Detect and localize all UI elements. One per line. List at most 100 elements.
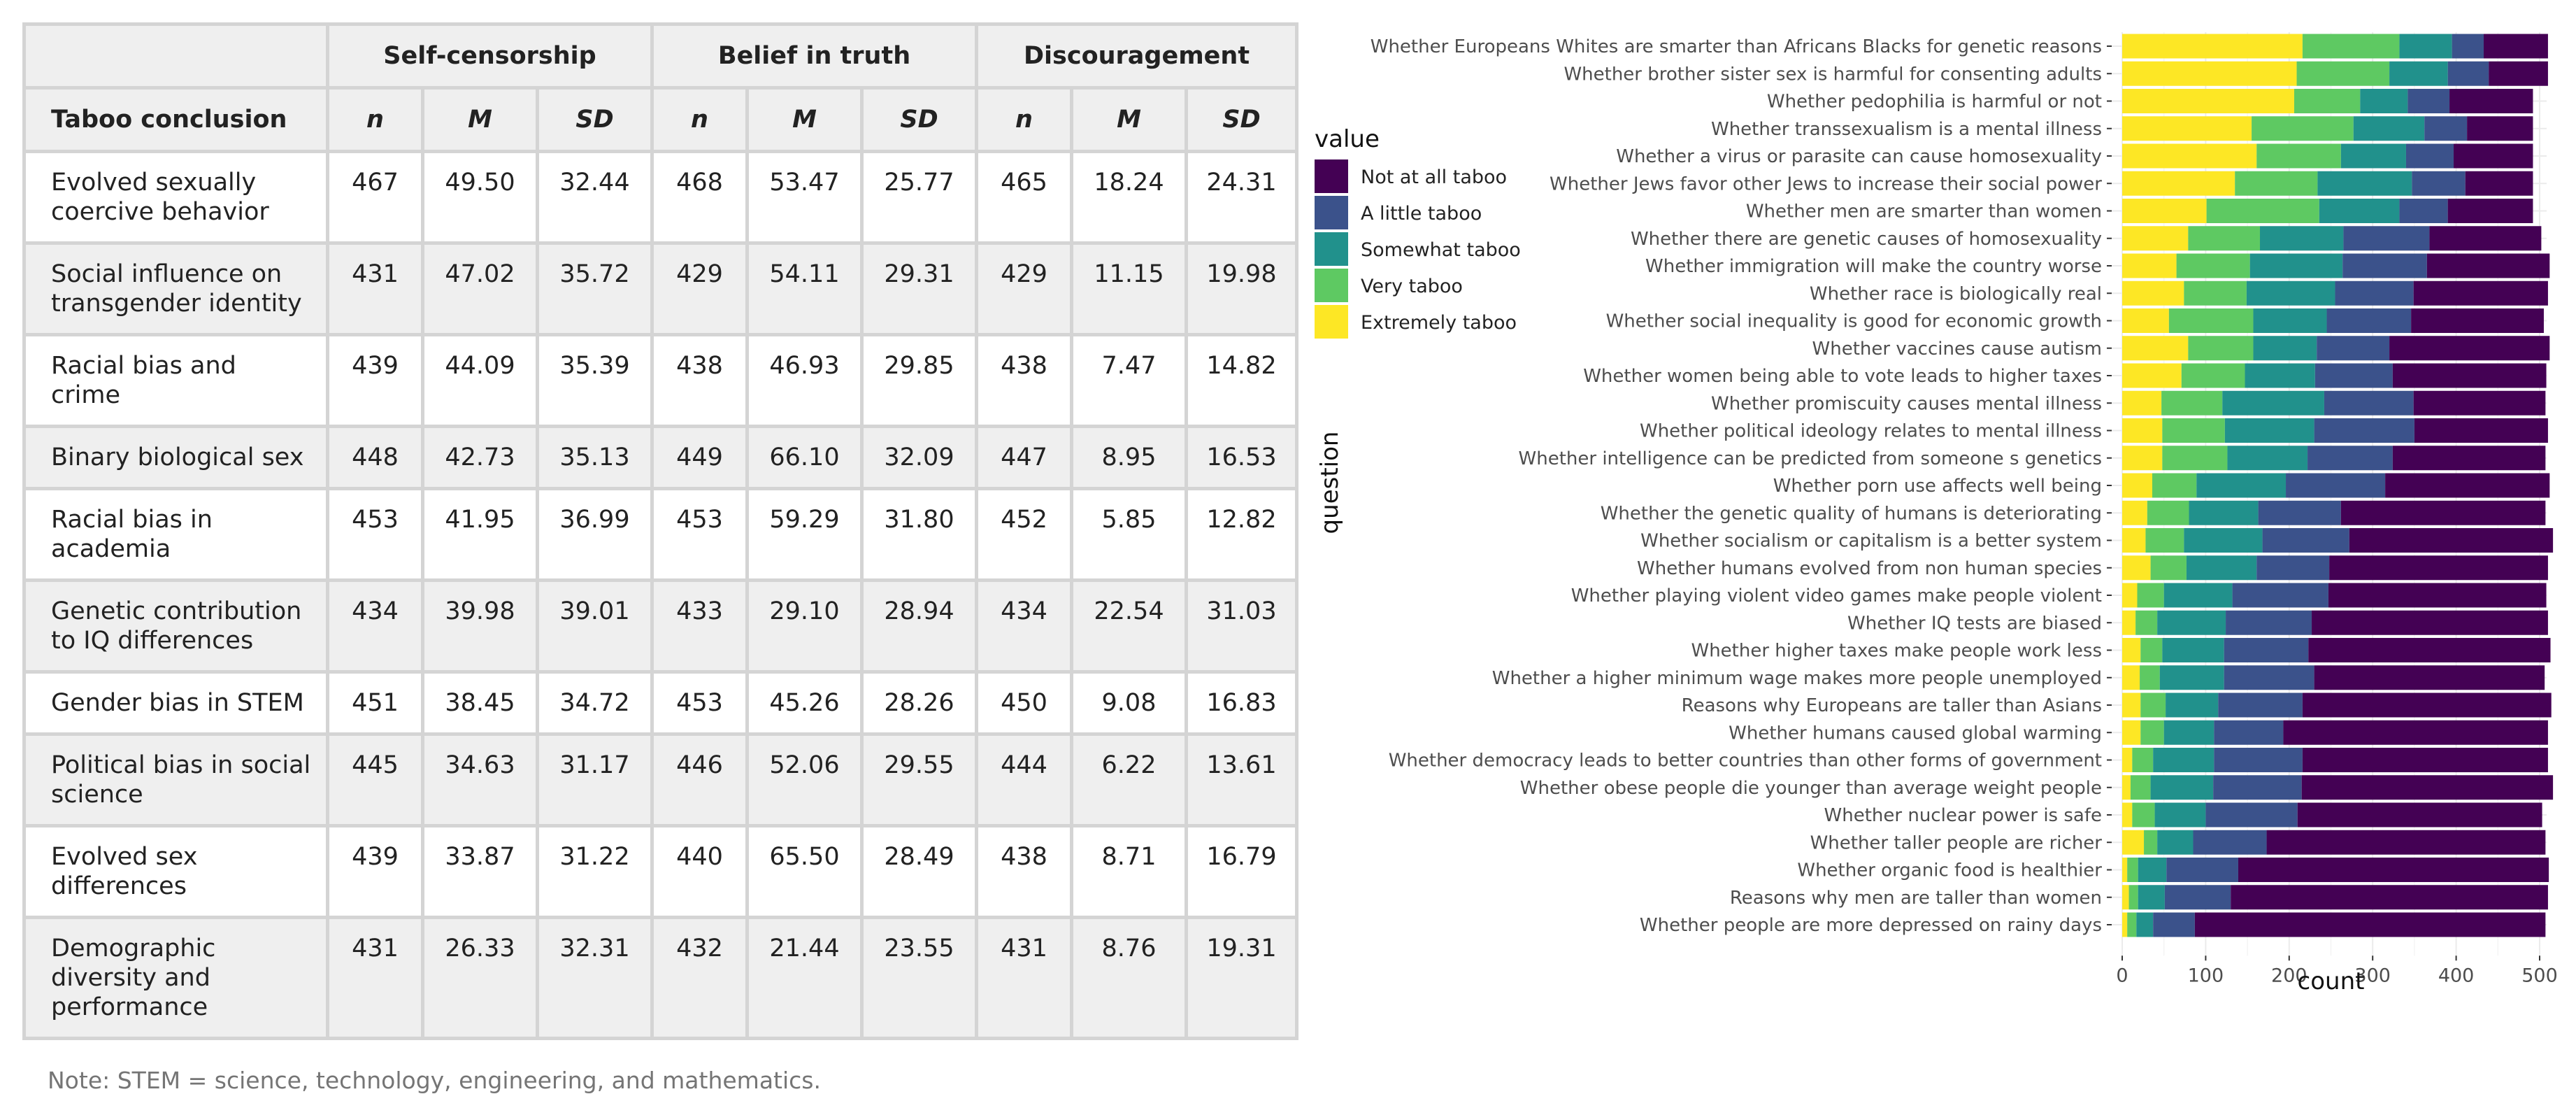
- bar-segment-a-little-taboo: [2213, 775, 2302, 800]
- bar-segment-extremely-taboo: [2122, 748, 2133, 772]
- y-tick-label: Whether vaccines cause autism: [1812, 339, 2102, 360]
- y-tick-label: Whether promiscuity causes mental illnes…: [1711, 393, 2102, 414]
- y-tick-label: Whether race is biologically real: [1810, 283, 2102, 304]
- bar-segment-not-at-all-taboo: [2449, 89, 2533, 113]
- bar-segment-very-taboo: [2140, 638, 2163, 662]
- y-tick-label: Whether the genetic quality of humans is…: [1601, 503, 2102, 524]
- row-label: Racial bias and crime: [22, 333, 329, 428]
- x-tick-label: 400: [2438, 965, 2475, 986]
- table-row: Evolved sex differences 439 33.87 31.22 440 6…: [22, 824, 1298, 919]
- table-cell: 31.03: [1185, 578, 1298, 674]
- table-cell: 66.10: [745, 425, 864, 490]
- y-tick-label: Whether people are more depressed on rai…: [1640, 915, 2102, 936]
- bar-segment-very-taboo: [2235, 171, 2318, 196]
- table-row: Demographic diversity and performance 431…: [22, 916, 1298, 1040]
- table-cell: 438: [650, 333, 749, 428]
- x-tick-label: 200: [2271, 965, 2307, 986]
- table-cell: 448: [326, 425, 424, 490]
- x-axis-title: count: [2298, 967, 2365, 995]
- bar-segment-not-at-all-taboo: [2301, 775, 2554, 800]
- bar-segment-a-little-taboo: [2399, 199, 2448, 223]
- table-cell: 65.50: [745, 824, 864, 919]
- bar-segment-somewhat-taboo: [2136, 912, 2154, 937]
- bar-segment-extremely-taboo: [2122, 253, 2177, 278]
- table-cell: 16.83: [1185, 670, 1298, 736]
- bar-segment-very-taboo: [2128, 885, 2138, 910]
- bar-segment-not-at-all-taboo: [2389, 336, 2550, 361]
- bar-segment-a-little-taboo: [2343, 226, 2430, 251]
- bar-segment-extremely-taboo: [2122, 610, 2136, 635]
- bar-segment-a-little-taboo: [2256, 555, 2330, 581]
- table-cell: 446: [650, 732, 749, 827]
- y-axis-title: question: [1316, 432, 1344, 534]
- table-cell: 31.17: [536, 732, 654, 827]
- bar-segment-somewhat-taboo: [2153, 748, 2214, 772]
- x-tick-label: 100: [2188, 965, 2224, 986]
- y-tick-label: Whether intelligence can be predicted fr…: [1519, 448, 2102, 469]
- bar-segment-not-at-all-taboo: [2302, 748, 2548, 772]
- stat-header: SD: [536, 86, 654, 153]
- bar-segment-a-little-taboo: [2205, 802, 2298, 827]
- table-cell: 29.10: [745, 578, 864, 674]
- table-cell: 34.72: [536, 670, 654, 736]
- table-cell: 19.31: [1185, 916, 1298, 1040]
- bar-segment-somewhat-taboo: [2224, 418, 2314, 443]
- table-cell: 431: [326, 916, 424, 1040]
- table-row: Racial bias in academia 453 41.95 36.99 453 5…: [22, 487, 1298, 582]
- bar-segment-very-taboo: [2252, 116, 2354, 141]
- group-header-self-censorship: Self-censorship: [326, 22, 654, 90]
- bar-segment-very-taboo: [2188, 226, 2261, 251]
- y-tick-label: Reasons why men are taller than women: [1730, 888, 2102, 909]
- bar-segment-not-at-all-taboo: [2413, 390, 2546, 415]
- bar-segment-somewhat-taboo: [2227, 446, 2308, 471]
- stat-header: M: [421, 86, 539, 153]
- bar-segment-a-little-taboo: [2153, 912, 2195, 937]
- bar-segment-very-taboo: [2302, 34, 2400, 59]
- table-cell: 29.55: [860, 732, 978, 827]
- legend-label: Extremely taboo: [1361, 312, 1517, 334]
- table-cell: 35.13: [536, 425, 654, 490]
- bar-segment-not-at-all-taboo: [2231, 885, 2548, 910]
- bar-segment-extremely-taboo: [2122, 555, 2151, 581]
- bar-segment-very-taboo: [2140, 665, 2160, 690]
- bar-segment-very-taboo: [2137, 583, 2164, 608]
- bar-segment-very-taboo: [2147, 500, 2189, 525]
- bar-segment-somewhat-taboo: [2389, 61, 2448, 86]
- table-cell: 438: [975, 824, 1073, 919]
- bar-segment-not-at-all-taboo: [2302, 692, 2552, 718]
- bar-segment-not-at-all-taboo: [2385, 473, 2550, 498]
- bar-segment-extremely-taboo: [2122, 446, 2163, 471]
- bar-segment-very-taboo: [2127, 912, 2137, 937]
- bar-segment-somewhat-taboo: [2245, 363, 2315, 388]
- table-row: Social influence on transgender identity…: [22, 241, 1298, 336]
- bar-segment-a-little-taboo: [2164, 885, 2231, 910]
- bar-segment-a-little-taboo: [2405, 143, 2454, 169]
- table-cell: 28.26: [860, 670, 978, 736]
- table-cell: 5.85: [1070, 487, 1188, 582]
- bar-segment-somewhat-taboo: [2162, 638, 2224, 662]
- bar-segment-not-at-all-taboo: [2414, 418, 2548, 443]
- bar-segment-a-little-taboo: [2447, 61, 2489, 86]
- y-tick-label: Whether social inequality is good for ec…: [1606, 311, 2102, 332]
- bar-segment-extremely-taboo: [2122, 89, 2294, 113]
- bar-segment-a-little-taboo: [2193, 830, 2267, 855]
- bar-segment-not-at-all-taboo: [2426, 253, 2550, 278]
- table-cell: 59.29: [745, 487, 864, 582]
- bar-segment-a-little-taboo: [2317, 336, 2390, 361]
- bar-segment-somewhat-taboo: [2157, 830, 2194, 855]
- bar-segment-a-little-taboo: [2166, 858, 2238, 882]
- table-cell: 453: [650, 670, 749, 736]
- table-cell: 49.50: [421, 150, 539, 245]
- bar-segment-a-little-taboo: [2214, 748, 2303, 772]
- legend-title: value: [1315, 125, 1380, 153]
- legend-swatch: [1315, 196, 1348, 229]
- table-cell: 41.95: [421, 487, 539, 582]
- bar-segment-extremely-taboo: [2122, 226, 2189, 251]
- table-cell: 25.77: [860, 150, 978, 245]
- bar-segment-a-little-taboo: [2218, 692, 2303, 718]
- bar-segment-extremely-taboo: [2122, 336, 2189, 361]
- table-cell: 447: [975, 425, 1073, 490]
- bar-segment-extremely-taboo: [2122, 390, 2162, 415]
- bar-segment-a-little-taboo: [2424, 116, 2468, 141]
- table-cell: 468: [650, 150, 749, 245]
